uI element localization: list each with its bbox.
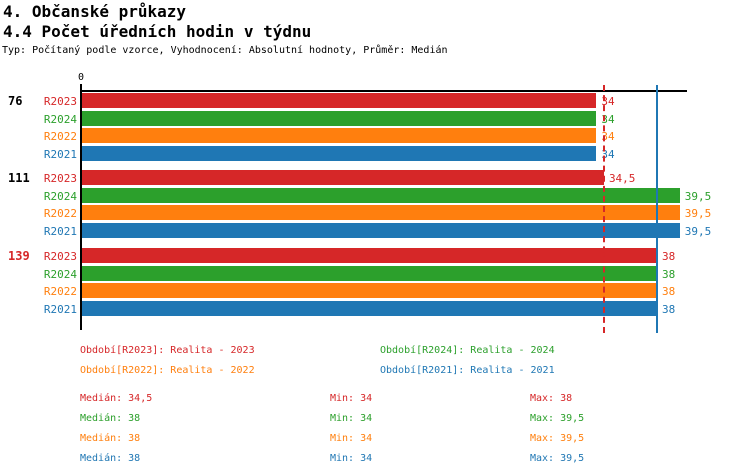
x-axis-line <box>80 90 687 92</box>
series-row-label-r2023: R2023 <box>43 172 77 185</box>
bar-value-label-139-r2024: 38 <box>662 267 676 281</box>
series-row-label-r2024: R2024 <box>43 112 77 126</box>
series-row-label-r2023: R2023 <box>43 250 77 263</box>
bar-139-r2024 <box>82 265 657 281</box>
stat-median-r2023: Medián: 34,5 <box>80 393 153 404</box>
series-row-label-r2022: R2022 <box>43 207 77 220</box>
legend-item-r2023: Období[R2023]: Realita - 2023 <box>80 345 255 356</box>
bar-value-label-139-r2021: 38 <box>662 302 676 316</box>
stat-max-r2021: Max: 39,5 <box>530 453 585 464</box>
page-title: 4. Občanské průkazy <box>3 2 187 21</box>
legend-item-r2024: Období[R2024]: Realita - 2024 <box>380 345 555 356</box>
bar-139-r2023 <box>82 248 657 263</box>
chart-title: 4.4 Počet úředních hodin v týdnu <box>3 22 312 41</box>
bar-value-label-111-r2021: 39,5 <box>684 224 712 238</box>
bar-139-r2021 <box>82 300 657 316</box>
stat-min-r2023: Min: 34 <box>330 393 373 404</box>
bar-139-r2022 <box>82 283 657 298</box>
bar-111-r2023 <box>82 170 604 185</box>
stat-max-r2024: Max: 39,5 <box>530 413 585 424</box>
y-axis-line <box>80 90 82 330</box>
bar-value-label-139-r2022: 38 <box>662 285 676 298</box>
median-line-r2021 <box>656 85 658 333</box>
bar-76-r2022 <box>82 128 597 143</box>
stat-max-r2022: Max: 39,5 <box>530 433 585 444</box>
median-line-r2023 <box>602 85 605 333</box>
bar-value-label-139-r2023: 38 <box>662 250 676 263</box>
series-row-label-r2021: R2021 <box>43 302 77 316</box>
bar-value-label-111-r2022: 39,5 <box>684 207 712 220</box>
bar-value-label-111-r2023: 34,5 <box>608 172 636 185</box>
chart-meta-line: Typ: Počítaný podle vzorce, Vyhodnocení:… <box>2 45 448 56</box>
group-label-76: 76 <box>8 94 23 108</box>
series-row-label-r2021: R2021 <box>43 224 77 238</box>
series-row-label-r2022: R2022 <box>43 130 77 143</box>
series-row-label-r2022: R2022 <box>43 285 77 298</box>
series-row-label-r2021: R2021 <box>43 147 77 161</box>
stat-median-r2024: Medián: 38 <box>80 413 141 424</box>
series-row-label-r2023: R2023 <box>43 95 77 108</box>
group-label-139: 139 <box>8 249 30 263</box>
group-label-111: 111 <box>8 171 30 185</box>
bar-76-r2024 <box>82 110 597 126</box>
bar-111-r2024 <box>82 187 680 203</box>
bar-111-r2021 <box>82 222 680 238</box>
x-axis-zero-tick <box>80 84 82 90</box>
legend-item-r2022: Období[R2022]: Realita - 2022 <box>80 365 255 376</box>
stat-max-r2023: Max: 38 <box>530 393 573 404</box>
bar-111-r2022 <box>82 205 680 220</box>
stat-median-r2022: Medián: 38 <box>80 433 141 444</box>
stat-median-r2021: Medián: 38 <box>80 453 141 464</box>
stat-min-r2024: Min: 34 <box>330 413 373 424</box>
series-row-label-r2024: R2024 <box>43 267 77 281</box>
legend-item-r2021: Období[R2021]: Realita - 2021 <box>380 365 555 376</box>
bar-value-label-111-r2024: 39,5 <box>684 189 712 203</box>
x-axis-zero-label: 0 <box>77 72 85 83</box>
bar-76-r2021 <box>82 145 597 161</box>
stat-min-r2022: Min: 34 <box>330 433 373 444</box>
bar-76-r2023 <box>82 93 597 108</box>
series-row-label-r2024: R2024 <box>43 189 77 203</box>
stat-min-r2021: Min: 34 <box>330 453 373 464</box>
